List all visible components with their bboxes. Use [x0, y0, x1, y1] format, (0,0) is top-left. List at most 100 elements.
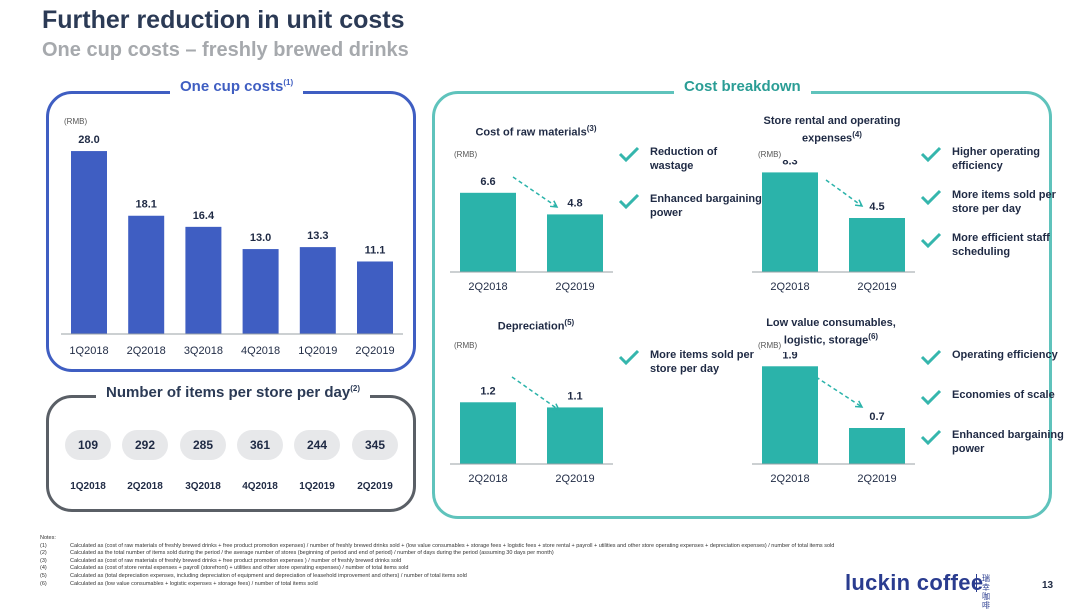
items-period-label: 2Q2018 — [127, 481, 163, 492]
items-period-label: 4Q2018 — [242, 481, 278, 492]
items-value: 285 — [180, 430, 226, 460]
one-cup-costs-chart: 28.0 1Q2018 18.1 2Q2018 16.4 3Q2018 13.0 4Q2018… — [61, 134, 403, 357]
data-label: 16.4 — [193, 210, 215, 222]
trend-arrow-line — [512, 176, 558, 208]
slide-title: Further reduction in unit costs — [42, 6, 405, 34]
slide-subtitle: One cup costs – freshly brewed drinks — [42, 39, 409, 61]
brand-logo-chinese: 瑞幸咖啡 — [982, 574, 990, 610]
depreciation-chart: 1.2 2Q2018 1.1 2Q2019 — [450, 376, 613, 485]
data-label: 13.3 — [307, 230, 328, 242]
check-icon — [618, 349, 640, 366]
one-cup-costs-heading: One cup costs(1) — [170, 78, 304, 95]
trend-arrow-line — [815, 376, 863, 408]
raw-materials-bullet: Enhanced bargaining power — [618, 192, 762, 220]
bar — [547, 214, 603, 272]
x-tick-label: 3Q2018 — [184, 345, 223, 357]
data-label: 1.2 — [480, 385, 495, 397]
data-label: 1.9 — [782, 352, 797, 361]
data-label: 6.6 — [480, 176, 495, 188]
bar — [71, 151, 107, 334]
bar — [849, 428, 905, 464]
low-value-title: Low value consumables, logistic, storage… — [766, 317, 896, 347]
note-row: (2) Calculated as the total number of ite… — [40, 550, 554, 557]
bar — [357, 261, 393, 334]
note-row: (5) Calculated as (total depreciation exp… — [40, 572, 467, 579]
data-label: 4.8 — [567, 197, 582, 209]
store-rental-bullet: More items sold per store per day — [920, 188, 1064, 216]
items-period-label: 2Q2019 — [357, 481, 393, 492]
x-tick-label: 1Q2018 — [69, 345, 108, 357]
bar — [242, 249, 279, 334]
check-icon — [618, 193, 640, 210]
depreciation-bullet: More items sold per store per day — [618, 348, 762, 376]
raw-materials-bullet: Reduction of wastage — [618, 145, 762, 173]
data-label: 11.1 — [365, 244, 386, 256]
check-icon — [920, 429, 942, 446]
check-icon — [920, 232, 942, 249]
data-label: 0.7 — [869, 411, 884, 423]
note-row: (3) Calculated as (cost of raw materials … — [40, 557, 402, 564]
brand-divider — [976, 574, 977, 592]
x-tick-label: 2Q2018 — [770, 281, 809, 293]
items-period-label: 1Q2018 — [70, 481, 106, 492]
brand-logo: luckin coffee — [845, 570, 984, 595]
data-label: 13.0 — [250, 232, 271, 244]
bar — [547, 407, 603, 464]
x-tick-label: 2Q2019 — [857, 281, 896, 293]
x-tick-label: 1Q2019 — [298, 345, 337, 357]
check-icon — [920, 349, 942, 366]
trend-arrow-head — [551, 403, 561, 411]
check-icon — [920, 389, 942, 406]
one-cup-unit-label: (RMB) — [64, 117, 88, 126]
items-value: 244 — [294, 430, 340, 460]
raw-materials-title: Cost of raw materials(3) — [475, 124, 597, 139]
raw-materials-chart: 6.6 2Q2018 4.8 2Q2019 — [450, 176, 613, 293]
x-tick-label: 2Q2019 — [857, 473, 896, 485]
items-value: 292 — [122, 430, 168, 460]
items-value: 361 — [237, 430, 283, 460]
store-rental-bullet: Higher operating efficiency — [920, 145, 1064, 173]
low-value-unit: (RMB) — [758, 341, 782, 350]
bar — [460, 402, 516, 464]
low-value-bullet: Operating efficiency — [920, 348, 1064, 366]
x-tick-label: 4Q2018 — [241, 345, 280, 357]
depreciation-unit: (RMB) — [454, 341, 478, 350]
note-row: (6) Calculated as (low value consumables … — [40, 580, 318, 587]
x-tick-label: 2Q2018 — [468, 281, 507, 293]
depreciation-title: Depreciation(5) — [497, 318, 575, 333]
store-rental-chart: 8.3 2Q2018 4.5 2Q2019 — [752, 160, 915, 293]
x-tick-label: 2Q2018 — [468, 473, 507, 485]
notes-heading: Notes: — [40, 535, 56, 541]
bar — [762, 366, 818, 464]
trend-arrow-head — [549, 200, 559, 208]
note-row: (1) Calculated as (cost of raw materials … — [40, 542, 835, 549]
check-icon — [618, 146, 640, 163]
footnotes: Notes: (1) Calculated as (cost of raw mat… — [40, 535, 850, 588]
page-number: 13 — [1042, 580, 1054, 591]
low-value-chart: 1.9 2Q2018 0.7 2Q2019 — [752, 352, 915, 485]
data-label: 8.3 — [782, 160, 797, 167]
bar — [460, 192, 516, 272]
store-rental-title: Store rental and operating expenses(4) — [763, 115, 901, 145]
bar — [185, 226, 222, 334]
low-value-bullet: Economies of scale — [920, 388, 1064, 406]
bar — [849, 218, 905, 272]
items-value: 345 — [352, 430, 398, 460]
raw-materials-unit: (RMB) — [454, 150, 478, 159]
data-label: 4.5 — [869, 201, 884, 213]
note-row: (4) Calculated as (cost of store rental e… — [40, 565, 409, 572]
check-icon — [920, 189, 942, 206]
x-tick-label: 2Q2019 — [555, 473, 594, 485]
cost-breakdown-heading: Cost breakdown — [674, 78, 811, 95]
bar — [762, 172, 818, 272]
data-label: 18.1 — [135, 199, 156, 211]
x-tick-label: 2Q2018 — [127, 345, 166, 357]
trend-arrow-head — [854, 400, 864, 408]
data-label: 1.1 — [567, 390, 582, 402]
store-rental-bullet: More efficient staff scheduling — [920, 231, 1064, 259]
low-value-bullet: Enhanced bargaining power — [920, 428, 1064, 456]
data-label: 28.0 — [78, 134, 99, 146]
store-rental-unit: (RMB) — [758, 150, 782, 159]
x-tick-label: 2Q2019 — [555, 281, 594, 293]
trend-arrow-line — [511, 376, 560, 411]
